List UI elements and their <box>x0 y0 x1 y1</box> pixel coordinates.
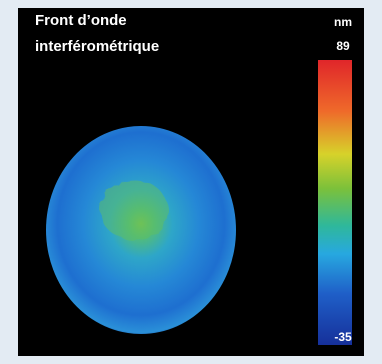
colorbar-max: 89 <box>336 39 350 53</box>
colorbar-min: -35 <box>334 330 352 344</box>
colorbar <box>318 60 352 345</box>
title-line: Front d’onde <box>35 12 127 29</box>
title-line: interférométrique <box>35 38 159 55</box>
colorbar-unit: nm <box>334 15 352 29</box>
wavefront-center <box>100 180 168 240</box>
figure: Front d’onde interférométrique nm 89 -35 <box>0 0 382 364</box>
